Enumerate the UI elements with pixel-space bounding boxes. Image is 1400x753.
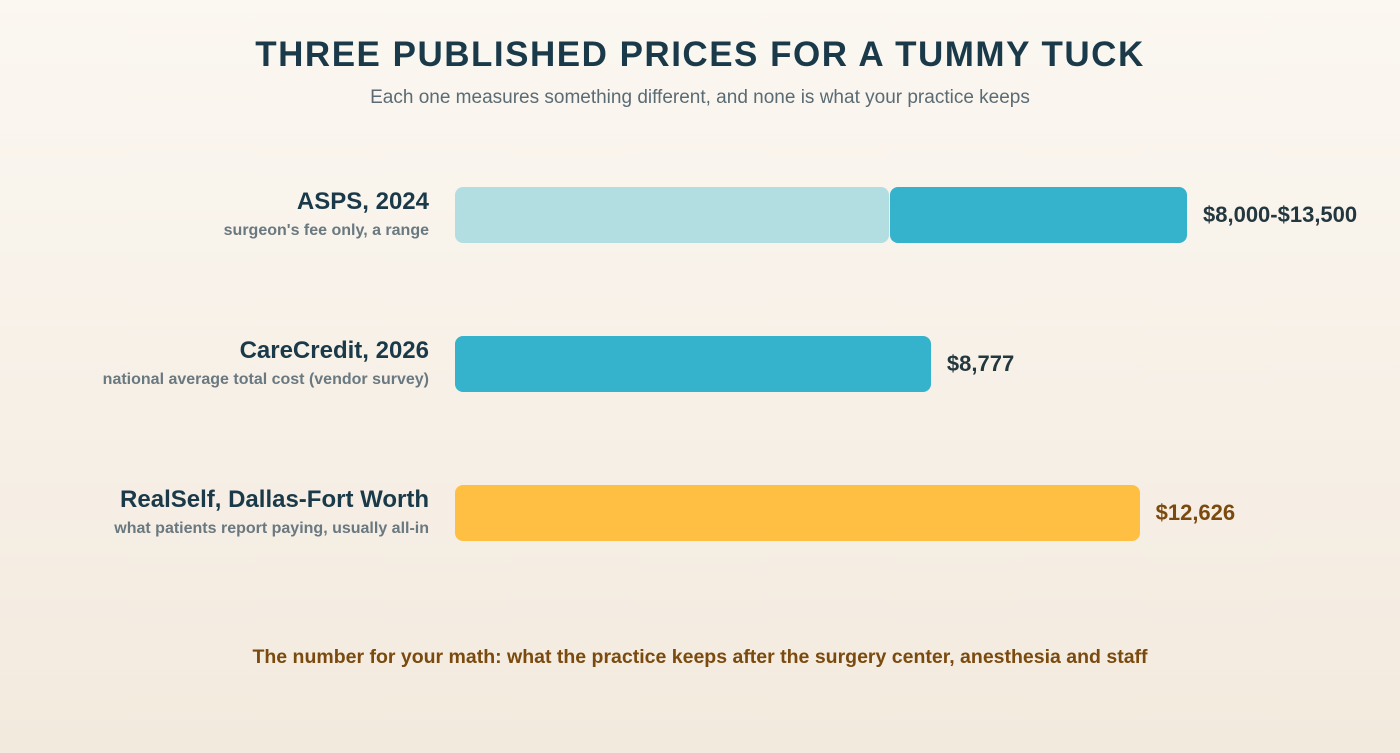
row-desc-realself: what patients report paying, usually all…	[114, 520, 429, 537]
bar-asps-range-high	[889, 187, 1187, 243]
value-label-asps: $8,000-$13,500	[1203, 202, 1358, 227]
row-desc-asps: surgeon's fee only, a range	[223, 222, 429, 239]
bar-asps-range-low	[455, 187, 889, 243]
row-label-realself: RealSelf, Dallas-Fort Worth what patient…	[114, 485, 429, 540]
footer-note: The number for your math: what the pract…	[252, 646, 1148, 668]
bar-carecredit	[455, 336, 931, 392]
row-label-carecredit: CareCredit, 2026 national average total …	[103, 336, 429, 391]
row-name-realself: RealSelf, Dallas-Fort Worth	[120, 486, 429, 513]
row-desc-carecredit: national average total cost (vendor surv…	[102, 371, 429, 388]
value-label-carecredit: $8,777	[946, 351, 1015, 376]
chart-subtitle: Each one measures something different, a…	[370, 87, 1030, 108]
bar-realself	[455, 485, 1140, 541]
chart-title: THREE PUBLISHED PRICES FOR A TUMMY TUCK	[255, 35, 1145, 74]
row-label-asps: ASPS, 2024 surgeon's fee only, a range	[224, 187, 429, 242]
row-name-carecredit: CareCredit, 2026	[239, 337, 429, 364]
row-name-asps: ASPS, 2024	[296, 188, 429, 215]
value-label-realself: $12,626	[1155, 500, 1236, 525]
